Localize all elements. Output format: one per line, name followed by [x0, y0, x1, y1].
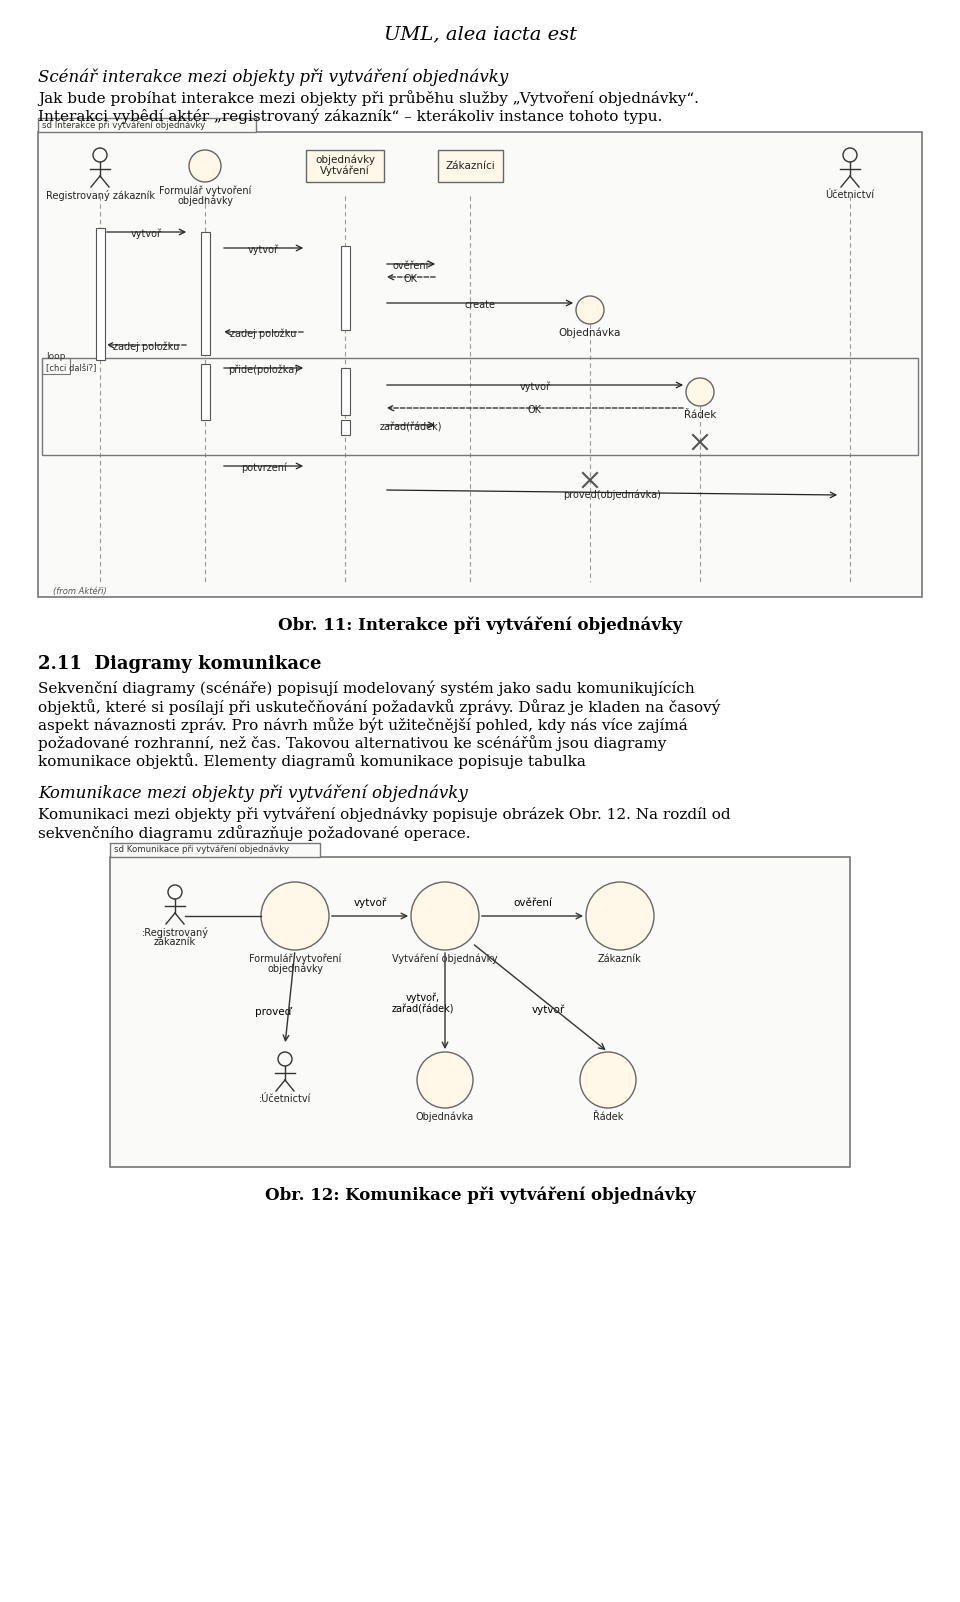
Circle shape [417, 1053, 473, 1109]
Text: vytvoř: vytvoř [532, 1004, 565, 1016]
Circle shape [189, 151, 221, 183]
Text: Obr. 12: Komunikace při vytváření objednávky: Obr. 12: Komunikace při vytváření objedn… [265, 1187, 695, 1205]
Text: komunikace objektů. Elementy diagramů komunikace popisuje tabulka: komunikace objektů. Elementy diagramů ko… [38, 753, 586, 769]
Text: aspekt návaznosti zpráv. Pro návrh může být užitečnější pohled, kdy nás více zaj: aspekt návaznosti zpráv. Pro návrh může … [38, 718, 687, 732]
Text: Registrovaný zákazník: Registrovaný zákazník [45, 191, 155, 200]
FancyBboxPatch shape [110, 843, 320, 857]
FancyBboxPatch shape [38, 119, 256, 131]
FancyBboxPatch shape [341, 368, 349, 415]
FancyBboxPatch shape [38, 131, 922, 598]
Text: objednávky: objednávky [177, 195, 233, 207]
Text: Sekvenční diagramy (scénáře) popisují modelovaný systém jako sadu komunikujících: Sekvenční diagramy (scénáře) popisují mo… [38, 681, 695, 697]
Circle shape [261, 883, 329, 950]
FancyBboxPatch shape [438, 151, 502, 183]
Text: ověření: ověření [513, 899, 552, 908]
Text: zákazník: zákazník [154, 937, 196, 947]
Text: vytvoř: vytvoř [353, 897, 387, 908]
Text: create: create [465, 300, 495, 311]
FancyBboxPatch shape [110, 857, 850, 1166]
Text: Řádek: Řádek [684, 410, 716, 420]
Text: objektů, které si posílají při uskutečňování požadavků zprávy. Důraz je kladen n: objektů, které si posílají při uskutečňo… [38, 698, 720, 714]
Text: Formulář vytvoření: Formulář vytvoření [249, 955, 341, 964]
Text: OK: OK [528, 405, 542, 415]
Text: vytvoř: vytvoř [131, 229, 162, 239]
Text: zadej položku: zadej položku [230, 328, 297, 340]
Text: Objednávka: Objednávka [416, 1112, 474, 1123]
Text: Jak bude probíhat interakce mezi objekty při průběhu služby „Vytvoření objednávk: Jak bude probíhat interakce mezi objekty… [38, 90, 699, 106]
Text: Komunikace mezi objekty při vytváření objednávky: Komunikace mezi objekty při vytváření ob… [38, 785, 468, 803]
Circle shape [411, 883, 479, 950]
Text: ověření: ověření [393, 261, 429, 271]
FancyBboxPatch shape [341, 420, 349, 436]
Text: [chci další?]: [chci další?] [46, 364, 96, 373]
Text: 2.11  Diagramy komunikace: 2.11 Diagramy komunikace [38, 655, 322, 673]
Text: (from Aktéři): (from Aktéři) [53, 586, 107, 596]
Text: UML, alea iacta est: UML, alea iacta est [383, 26, 577, 43]
FancyBboxPatch shape [341, 247, 349, 330]
Text: zařad(řádek): zařad(řádek) [380, 421, 443, 433]
Text: sd Komunikace při vytváření objednávky: sd Komunikace při vytváření objednávky [114, 846, 289, 854]
Text: Zákazníci: Zákazníci [445, 160, 494, 171]
Text: potvrzení: potvrzení [241, 463, 286, 473]
Text: vytvoř: vytvoř [248, 245, 279, 255]
Text: proved(objednávka): proved(objednávka) [564, 489, 660, 500]
Circle shape [586, 883, 654, 950]
Circle shape [576, 296, 604, 324]
Text: proveď: proveď [254, 1008, 291, 1017]
FancyBboxPatch shape [95, 227, 105, 360]
Text: sekvenčního diagramu zdůrazňuje požadované operace.: sekvenčního diagramu zdůrazňuje požadova… [38, 825, 470, 841]
FancyBboxPatch shape [201, 232, 209, 356]
Text: přide(položka): přide(položka) [228, 365, 299, 375]
Text: zadej položku: zadej položku [113, 341, 180, 352]
Text: požadované rozhranní, než čas. Takovou alternativou ke scénářům jsou diagramy: požadované rozhranní, než čas. Takovou a… [38, 735, 666, 751]
Text: sd Interakce při vytváření objednávky: sd Interakce při vytváření objednávky [42, 120, 205, 130]
Text: Objednávka: Objednávka [559, 328, 621, 338]
Text: Vytváření: Vytváření [320, 165, 370, 176]
Circle shape [580, 1053, 636, 1109]
Text: Obr. 11: Interakce při vytváření objednávky: Obr. 11: Interakce při vytváření objedná… [277, 617, 683, 634]
Text: Formulář vytvoření: Formulář vytvoření [158, 186, 252, 197]
Text: Vytváření objednávky: Vytváření objednávky [393, 955, 498, 964]
Text: vytvoř: vytvoř [519, 381, 550, 392]
Text: :Účetnictví: :Účetnictví [259, 1094, 311, 1104]
Text: objednávky: objednávky [315, 155, 375, 165]
Text: vytvoř,
zařad(řádek): vytvoř, zařad(řádek) [392, 993, 454, 1016]
FancyBboxPatch shape [306, 151, 384, 183]
Text: Řádek: Řádek [593, 1112, 623, 1121]
Circle shape [686, 378, 714, 405]
Text: loop: loop [46, 352, 65, 360]
Text: objednávky: objednávky [267, 964, 323, 974]
Text: Scénář interakce mezi objekty při vytváření objednávky: Scénář interakce mezi objekty při vytvář… [38, 67, 508, 85]
Text: :Registrovaný: :Registrovaný [141, 928, 208, 939]
Text: Komunikaci mezi objekty při vytváření objednávky popisuje obrázek Obr. 12. Na ro: Komunikaci mezi objekty při vytváření ob… [38, 807, 731, 822]
Text: Účetnictví: Účetnictví [826, 191, 875, 200]
Text: OK: OK [404, 274, 418, 284]
Text: Zákazník: Zákazník [598, 955, 642, 964]
Text: Interakci vybêdí aktér „registrovaný zákazník“ – kterákoliv instance tohoto typu: Interakci vybêdí aktér „registrovaný zák… [38, 107, 662, 123]
FancyBboxPatch shape [201, 364, 209, 420]
